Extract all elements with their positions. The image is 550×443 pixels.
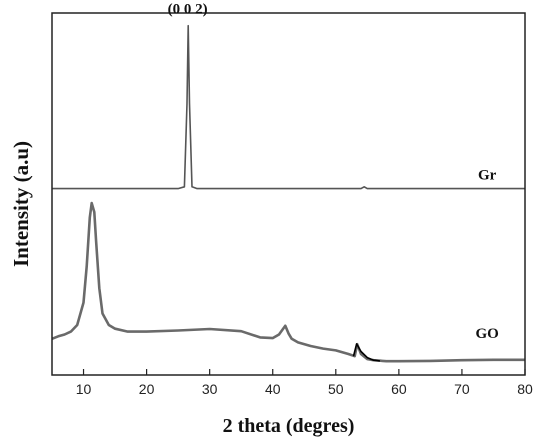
- curve-label-gr: Gr: [478, 168, 497, 184]
- series-line-1: [52, 24, 525, 190]
- annotations: (0 0 2) Gr GO: [168, 2, 499, 342]
- series-line-3: [352, 343, 380, 362]
- x-axis-ticks: [82, 369, 526, 375]
- x-tick-label-50: 50: [328, 381, 344, 397]
- series-layer: [51, 24, 525, 363]
- x-tick-label-70: 70: [454, 381, 470, 397]
- x-tick-label-80: 80: [517, 381, 533, 397]
- peak-label-002: (0 0 2): [168, 2, 208, 18]
- curve-label-go: GO: [475, 326, 498, 342]
- x-axis-title: 2 theta (degres): [223, 415, 355, 437]
- series-line-2: [51, 201, 525, 363]
- x-tick-label-60: 60: [391, 381, 407, 397]
- x-tick-label-40: 40: [265, 381, 281, 397]
- y-axis-title: Intensity (a.u): [9, 141, 33, 267]
- x-tick-label-20: 20: [139, 381, 155, 397]
- x-tick-label-10: 10: [76, 381, 92, 397]
- plot-frame: [51, 12, 526, 376]
- x-axis-tick-labels: 10 20 30 40 50 60 70 80: [76, 381, 533, 397]
- x-tick-label-30: 30: [202, 381, 218, 397]
